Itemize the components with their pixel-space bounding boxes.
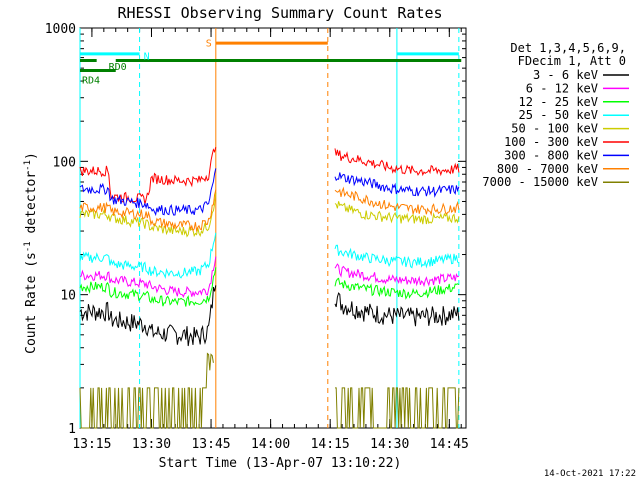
series-line-3-pre [79, 267, 217, 307]
legend-label-9: 7000 - 15000 keV [482, 175, 598, 189]
legend-label-8: 800 - 7000 keV [497, 162, 598, 176]
legend-header-line-2: FDecim 1, Att 0 [518, 54, 626, 68]
series-line-9-pre [79, 352, 214, 429]
y-tick-label: 100 [53, 155, 76, 170]
legend-label-7: 300 - 800 keV [504, 148, 598, 162]
y-axis-label-main: Count Rate (s [24, 252, 39, 354]
series-line-9-post [335, 387, 460, 429]
x-tick-label: 14:00 [251, 437, 290, 452]
svg-text:Count Rate (s-1 detector-1): Count Rate (s-1 detector-1) [23, 152, 39, 354]
legend-label-6: 100 - 300 keV [504, 135, 598, 149]
annotation-s: S [206, 38, 212, 49]
plot-area: 1 10 100 1000 13:15 13:30 13:45 14:00 14:15 14:30… [45, 22, 469, 452]
series-line-8-pre [79, 189, 217, 233]
series-line-1-pre [79, 285, 217, 347]
x-tick-label: 14:45 [430, 437, 469, 452]
plot-frame [79, 27, 467, 429]
series-line-8-post [334, 186, 460, 217]
series-line-6-pre [79, 146, 217, 205]
legend: Det 1,3,4,5,6,9, FDecim 1, Att 0 3 - 6 k… [482, 41, 629, 189]
x-tick-label: 13:15 [72, 437, 111, 452]
series-line-6-post [334, 148, 460, 177]
y-axis-label-end: ) [24, 152, 39, 160]
x-axis-label: Start Time (13-Apr-07 13:10:22) [159, 456, 402, 471]
y-tick-label: 1000 [45, 22, 76, 37]
series-line-1-post [334, 292, 460, 327]
legend-label-2: 6 - 12 keV [526, 81, 598, 95]
annotation-rd0: RD0 [109, 62, 127, 73]
x-tick-label: 13:45 [191, 437, 230, 452]
y-axis-label-sup1: -1 [23, 241, 33, 252]
annotation-rd4: RD4 [82, 76, 100, 87]
legend-label-4: 25 - 50 keV [519, 108, 598, 122]
series-line-7-pre [79, 168, 217, 217]
y-axis-label: Count Rate (s-1 detector-1) [23, 152, 39, 354]
series-line-4-post [334, 244, 460, 269]
x-tick-label: 13:30 [132, 437, 171, 452]
legend-header-line-1: Det 1,3,4,5,6,9, [510, 41, 626, 55]
annotation-n: N [144, 52, 150, 63]
series-line-5-post [334, 201, 460, 225]
x-tick-label: 14:15 [311, 437, 350, 452]
x-tick-label: 14:30 [370, 437, 409, 452]
legend-label-1: 3 - 6 keV [533, 68, 598, 82]
y-axis-label-mid: detector [24, 171, 39, 242]
series-line-3-post [334, 277, 460, 300]
y-tick-label: 1 [68, 422, 76, 437]
series-line-2-post [334, 263, 460, 288]
legend-label-3: 12 - 25 keV [519, 95, 598, 109]
y-axis-label-sup2: -1 [23, 160, 33, 171]
series-line-7-post [334, 172, 460, 198]
legend-label-5: 50 - 100 keV [511, 122, 598, 136]
footer-date: 14-Oct-2021 17:22 [544, 469, 636, 479]
chart-title: RHESSI Observing Summary Count Rates [117, 4, 442, 22]
y-tick-label: 10 [60, 289, 76, 304]
series-line-2-pre [79, 256, 217, 298]
series-line-4-pre [79, 232, 217, 280]
